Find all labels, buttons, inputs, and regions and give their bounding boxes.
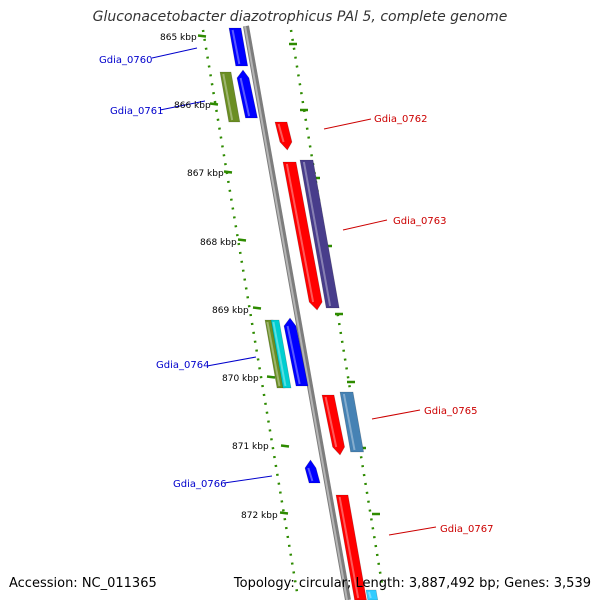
- feature-gdia-0767: [335, 494, 367, 600]
- leader-line: [342, 219, 388, 231]
- tick-mark: [209, 102, 219, 106]
- feature-gdia-0761-cog: [219, 71, 241, 123]
- gene-label-gdia-0766[interactable]: Gdia_0766: [173, 479, 226, 490]
- feature-gdia-0761-cog-shine: [222, 73, 234, 121]
- gene-label-gdia-0761[interactable]: Gdia_0761: [110, 106, 163, 117]
- tick-label: 869 kbp: [212, 306, 249, 316]
- gene-label-gdia-0763[interactable]: Gdia_0763: [393, 216, 446, 227]
- gene-features: [219, 27, 379, 600]
- feature-gdia-0761: [236, 69, 258, 119]
- feature-gdia-0764: [283, 317, 309, 387]
- gene-label-gdia-0767[interactable]: Gdia_0767: [440, 524, 493, 535]
- tick-mark: [223, 170, 233, 174]
- topology-text: Topology: circular; Length: 3,887,492 bp…: [233, 576, 591, 591]
- label-leaders: [151, 47, 437, 536]
- feature-gdia-0762: [274, 121, 293, 151]
- feature-bottom-cyan: [365, 589, 379, 600]
- gene-label-gdia-0762[interactable]: Gdia_0762: [374, 114, 427, 125]
- accession-text: Accession: NC_011365: [9, 576, 157, 591]
- tick-label: 870 kbp: [222, 374, 259, 384]
- outer-dotted-ring: [289, 29, 385, 591]
- feature-gdia-0764-cog-a-shine: [266, 321, 281, 387]
- tick-mark: [280, 444, 290, 448]
- tick-mark: [252, 306, 262, 310]
- tick-mark: [237, 238, 247, 242]
- tick-labels: 865 kbp 866 kbp 867 kbp 868 kbp 869 kbp …: [160, 33, 278, 521]
- tick-mark: [266, 375, 276, 379]
- tick-mark: [197, 34, 207, 38]
- feature-gdia-0765: [321, 394, 345, 456]
- feature-gdia-0764-shine: [286, 325, 301, 385]
- leader-line: [323, 118, 372, 130]
- feature-gdia-0763: [282, 161, 323, 311]
- tick-label: 866 kbp: [174, 101, 211, 111]
- genome-backbone: [243, 25, 351, 600]
- tick-label: 871 kbp: [232, 442, 269, 452]
- feature-gdia-0764-cog-b: [270, 319, 292, 389]
- leader-line: [223, 475, 273, 484]
- leader-line: [206, 356, 257, 367]
- gene-label-gdia-0765[interactable]: Gdia_0765: [424, 406, 477, 417]
- gene-label-gdia-0760[interactable]: Gdia_0760: [99, 55, 152, 66]
- tick-label: 867 kbp: [187, 169, 224, 179]
- gene-labels: Gdia_0760 Gdia_0761 Gdia_0762 Gdia_0763 …: [99, 55, 493, 535]
- leader-line: [388, 526, 437, 536]
- feature-gdia-0763-cog: [299, 159, 340, 309]
- feature-bottom-cyan-shine: [368, 591, 372, 599]
- leader-line: [159, 100, 206, 111]
- feature-gdia-0760-shine: [231, 29, 241, 65]
- feature-gdia-0765-shine: [324, 396, 338, 448]
- feature-gdia-0765-cog: [339, 391, 364, 453]
- tick-label: 872 kbp: [241, 511, 278, 521]
- feature-gdia-0763-cog-shine: [302, 161, 332, 307]
- feature-gdia-0764-cog-b-shine: [272, 321, 287, 387]
- feature-gdia-0760: [228, 27, 249, 67]
- feature-gdia-0762-shine: [277, 123, 285, 143]
- map-title: Gluconacetobacter diazotrophicus PAl 5, …: [92, 9, 508, 25]
- tick-label: 865 kbp: [160, 33, 197, 43]
- leader-line: [371, 409, 421, 420]
- leader-line: [151, 47, 198, 59]
- feature-gdia-0766: [304, 459, 321, 484]
- feature-gdia-0763-shine: [285, 163, 315, 303]
- feature-gdia-0765-cog-shine: [342, 393, 356, 451]
- gene-label-gdia-0764[interactable]: Gdia_0764: [156, 360, 209, 371]
- feature-gdia-0761-shine: [239, 77, 251, 117]
- feature-gdia-0766-shine: [307, 467, 314, 482]
- tick-label: 868 kbp: [200, 238, 237, 248]
- feature-gdia-0767-shine: [338, 496, 360, 599]
- tick-mark: [279, 511, 289, 515]
